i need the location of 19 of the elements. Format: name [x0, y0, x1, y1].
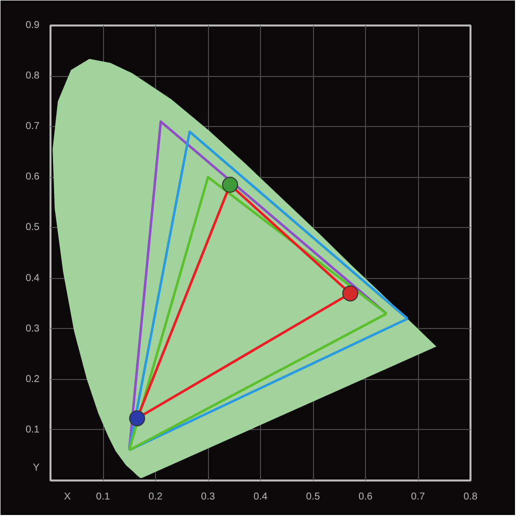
x-tick-label: 0.2	[148, 492, 163, 502]
x-tick-label: 0.5	[306, 492, 320, 502]
x-tick-label: 0.1	[96, 492, 110, 502]
x-tick-label: 0.4	[254, 492, 268, 502]
x-tick-label: 0.3	[201, 492, 216, 502]
y-tick-label: 0.3	[26, 323, 40, 334]
x-tick-label: 0.7	[411, 492, 426, 502]
y-tick-label: 0.6	[26, 172, 40, 183]
y-tick-label: 0.2	[26, 374, 40, 385]
x-axis-title: X	[64, 492, 71, 502]
x-tick-label: 0.6	[358, 492, 373, 502]
x-tick-label: 0.8	[464, 492, 478, 502]
y-axis-title: Y	[32, 462, 40, 474]
y-tick-label: 0.5	[26, 222, 40, 234]
y-tick-label: 0.4	[26, 272, 40, 284]
y-tick-label: 0.8	[26, 70, 40, 82]
y-tick-label: 0.7	[26, 121, 40, 132]
y-tick-label: 0.1	[26, 424, 40, 436]
y-tick-label: 0.9	[26, 20, 40, 31]
